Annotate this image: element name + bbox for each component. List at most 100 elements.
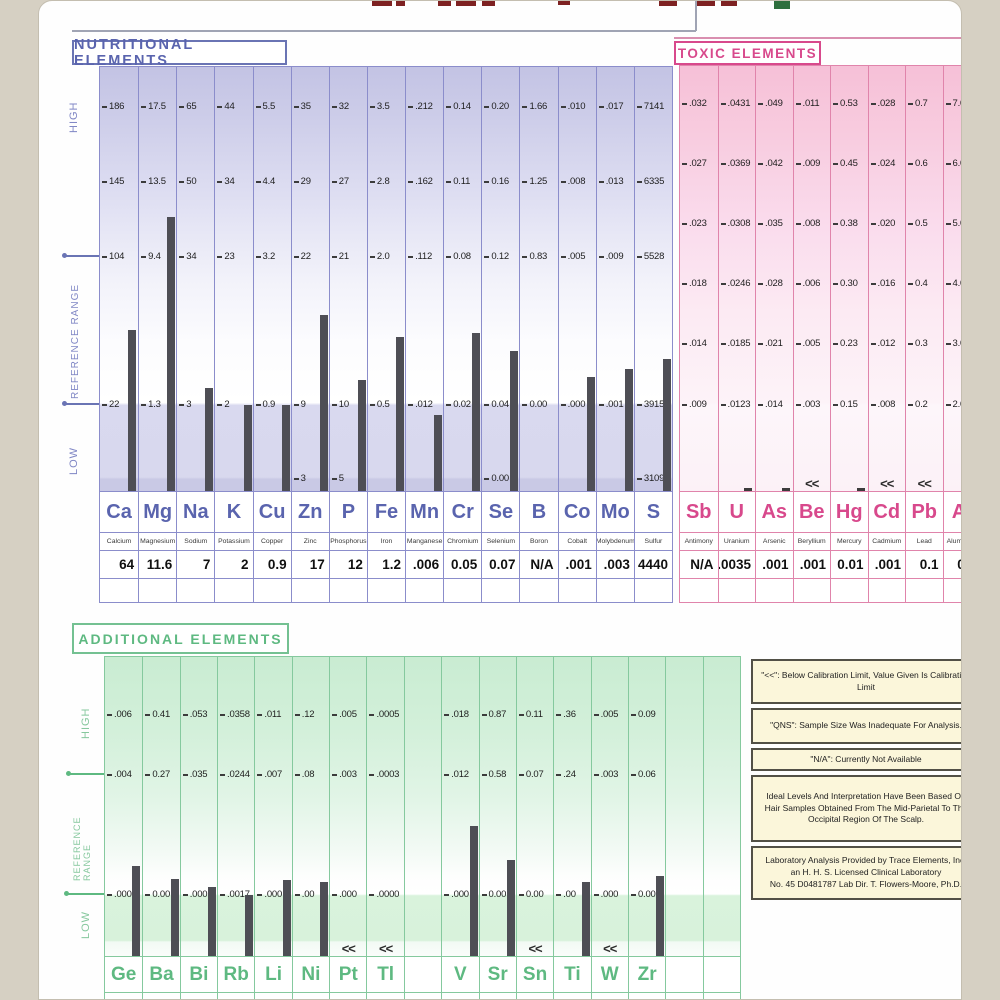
column-Cd: .028 .024 .020 .016 .012 .008 << bbox=[867, 66, 906, 492]
name-cell: Phosphorus bbox=[328, 532, 367, 550]
tick-mark bbox=[484, 404, 490, 406]
name-cell: Germanium bbox=[105, 992, 143, 999]
blank-cell bbox=[717, 578, 755, 602]
nutritional-section-title: NUTRITIONAL ELEMENTS bbox=[72, 37, 287, 69]
tick-mark bbox=[870, 103, 876, 105]
tick-label: 2.8 bbox=[376, 176, 390, 187]
tick-mark bbox=[107, 714, 112, 716]
tick-mark bbox=[518, 894, 524, 896]
column-Ca: 186 145 104 22 bbox=[100, 67, 138, 492]
tick-mark bbox=[293, 256, 299, 258]
tick-label: 5.5 bbox=[262, 101, 276, 112]
blank-cell bbox=[595, 578, 634, 602]
name-cell bbox=[665, 992, 703, 999]
tick-label: .0017 bbox=[227, 889, 250, 900]
tick-label: 0.9 bbox=[262, 399, 276, 410]
column-Al: 7.0 6.0 5.0 4.0 3.0 2.0 bbox=[942, 66, 961, 492]
tick-mark bbox=[102, 181, 107, 183]
sym-cell: Li bbox=[254, 957, 291, 992]
tick-mark bbox=[102, 256, 107, 258]
name-cell: Zinc bbox=[290, 532, 329, 550]
level-bar bbox=[662, 359, 671, 492]
value-cell: N/A bbox=[680, 550, 718, 578]
level-bar bbox=[208, 887, 217, 957]
tick-mark bbox=[908, 223, 913, 225]
tick-mark bbox=[945, 343, 951, 345]
tick-mark bbox=[107, 894, 112, 896]
tick-mark bbox=[408, 404, 414, 406]
blank-cell bbox=[792, 578, 830, 602]
sym-cell bbox=[403, 957, 441, 992]
column-As: .049 .042 .035 .028 .021 .014 bbox=[755, 66, 793, 492]
tick-label: .000 bbox=[114, 889, 132, 900]
tick-mark bbox=[870, 343, 876, 345]
tick-label: .00 bbox=[301, 889, 315, 900]
name-cell: Bismuth bbox=[179, 992, 218, 999]
tick-mark bbox=[870, 283, 876, 285]
tick-mark bbox=[682, 283, 687, 285]
below-calibration-mark: << bbox=[528, 941, 542, 956]
toxic-table: SbUAsBeHgCdPbAl AntimonyUraniumArsenicBer… bbox=[679, 491, 961, 603]
tick-mark bbox=[908, 163, 913, 165]
column-Pb: 0.7 0.6 0.5 0.4 0.3 0.2 << bbox=[905, 66, 943, 492]
tick-mark bbox=[720, 223, 726, 225]
tick-label: 0.3 bbox=[915, 338, 928, 349]
tick-label: .000 bbox=[339, 889, 357, 900]
nutritional-table: Ca Mg Na K Cu Zn P Fe Mn Cr Se B Co Mo S Calcium Magnesi… bbox=[99, 491, 673, 603]
tick-mark bbox=[560, 181, 566, 183]
cropped-header-line-vertical bbox=[695, 1, 697, 31]
blank-cell bbox=[252, 578, 291, 602]
name-cell: Sodium bbox=[176, 532, 215, 550]
tick-label: .006 bbox=[802, 278, 821, 289]
column-Tl: .0005 .0003 .0000 << bbox=[366, 657, 403, 957]
tick-mark bbox=[598, 256, 604, 258]
tick-mark bbox=[444, 714, 450, 716]
column-U: .0431 .0369 .0308 .0246 .0185 .0123 bbox=[717, 66, 756, 492]
tick-label: 0.4 bbox=[915, 278, 928, 289]
tick-label: 3.2 bbox=[262, 251, 276, 262]
tick-mark bbox=[484, 256, 490, 258]
column-Ti: .36 .24 .00 bbox=[553, 657, 590, 957]
tick-label: .042 bbox=[765, 158, 783, 169]
column-Mn: .212 .162 .112 .012 bbox=[405, 67, 443, 492]
tick-label: 0.6 bbox=[915, 158, 928, 169]
level-bar bbox=[167, 217, 176, 492]
blank-cell bbox=[328, 578, 367, 602]
legend-note-box: "<<": Below Calibration Limit, Value Giv… bbox=[751, 659, 961, 704]
blank-cell bbox=[366, 578, 406, 602]
tick-mark bbox=[369, 404, 375, 406]
level-bar bbox=[434, 415, 443, 492]
level-bar bbox=[624, 369, 633, 492]
column-Zr: 0.09 0.06 0.00 bbox=[627, 657, 665, 957]
tick-label: .017 bbox=[605, 101, 624, 112]
level-bar bbox=[281, 405, 290, 492]
tick-label: 13.5 bbox=[148, 176, 166, 187]
value-cell: 0.07 bbox=[481, 550, 520, 578]
tick-label: 3915 bbox=[643, 399, 665, 410]
tick-label: .013 bbox=[605, 176, 624, 187]
baseline-mark bbox=[744, 488, 752, 491]
cropped-header-fragment bbox=[482, 1, 495, 6]
blank-cell bbox=[680, 578, 718, 602]
tick-mark bbox=[220, 774, 226, 776]
tick-mark bbox=[598, 404, 604, 406]
tick-mark bbox=[833, 283, 838, 285]
tick-label: .012 bbox=[877, 338, 896, 349]
value-cell: 0.05 bbox=[443, 550, 482, 578]
additional-chart: .006 .004 .000 0.41 0.27 0.00 .053 .035 .000 .035… bbox=[104, 656, 741, 958]
column-B: 1.66 1.25 0.83 0.00 bbox=[519, 67, 557, 492]
tick-mark bbox=[908, 343, 913, 345]
tick-mark bbox=[179, 404, 185, 406]
tick-mark bbox=[255, 181, 261, 183]
column-blank bbox=[665, 657, 702, 957]
cropped-header-line-left bbox=[72, 30, 696, 32]
tick-label: 17.5 bbox=[148, 101, 166, 112]
tick-mark bbox=[720, 404, 726, 406]
blank-cell bbox=[633, 578, 672, 602]
tick-mark bbox=[484, 181, 490, 183]
tick-mark bbox=[682, 163, 687, 165]
tick-mark bbox=[331, 256, 337, 258]
name-cell: Calcium bbox=[100, 532, 139, 550]
name-cell: Arsenic bbox=[755, 532, 793, 550]
tick-mark bbox=[257, 894, 263, 896]
